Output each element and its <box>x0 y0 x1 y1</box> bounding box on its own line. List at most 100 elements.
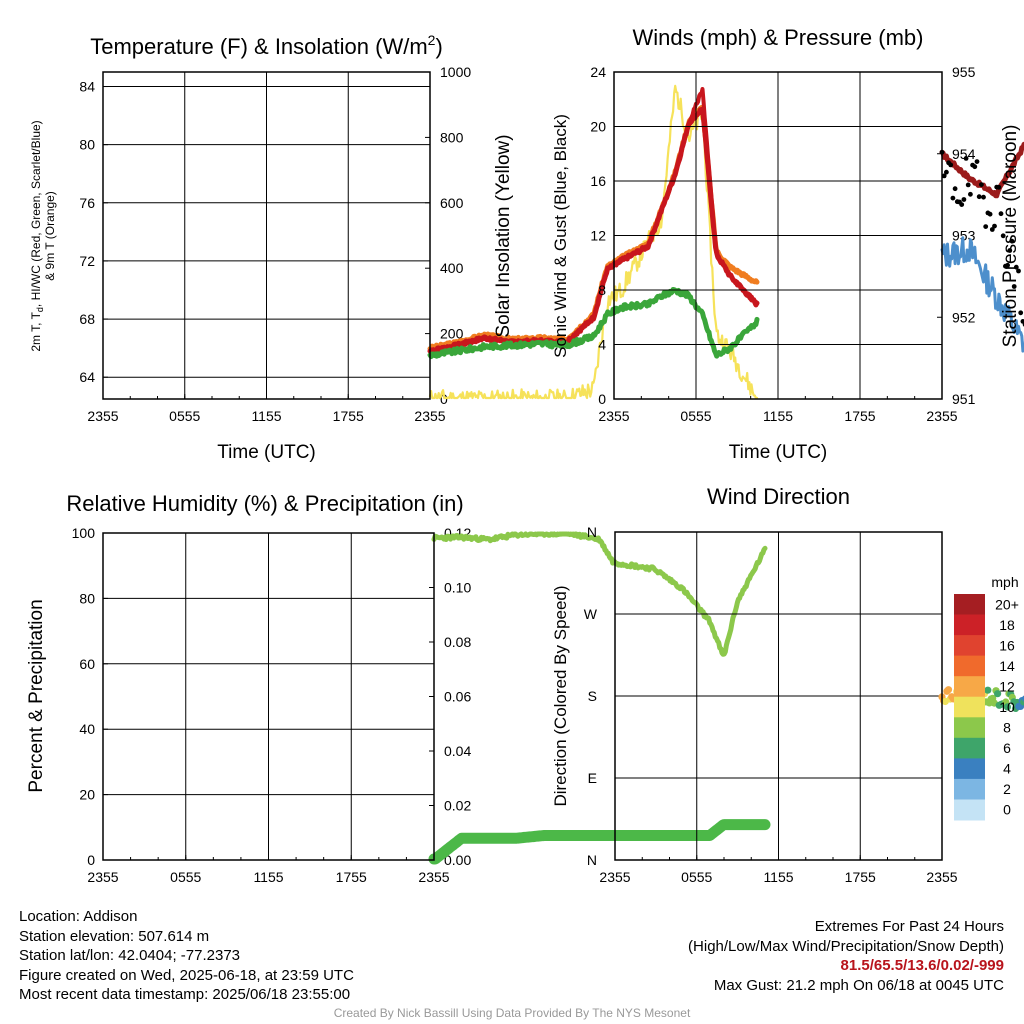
wind-y2-tick-label: 951 <box>952 391 976 407</box>
rh-y2-tick-label: 0.04 <box>444 743 471 759</box>
legend-label: 10 <box>999 699 1015 715</box>
gust-point <box>944 169 949 175</box>
rh-x-tick-label: 1755 <box>336 869 367 885</box>
wind-x-tick-label: 0555 <box>680 408 711 424</box>
wind-direction-point <box>984 686 992 694</box>
legend-label: 14 <box>999 658 1015 674</box>
dir-x-tick-label: 2355 <box>599 869 630 885</box>
temp-x-tick-label: 2355 <box>87 408 118 424</box>
wind-y2-tick-label: 955 <box>952 64 976 80</box>
wind-x-tick-label: 2355 <box>598 408 629 424</box>
wind-x-tick-label: 1155 <box>763 408 793 424</box>
temp-x-tick-label: 2355 <box>414 408 445 424</box>
recent-timestamp: Most recent data timestamp: 2025/06/18 2… <box>19 986 351 1003</box>
temp-x-tick-label: 0555 <box>169 408 200 424</box>
dir-x-tick-label: 2355 <box>926 869 957 885</box>
station-info: Location: Addison Station elevation: 507… <box>19 907 354 1005</box>
gust-point <box>1009 238 1015 244</box>
y-axis-label: Percent & Precipitation <box>26 599 47 792</box>
y-axis-label: Direction (Colored By Speed) <box>551 585 570 806</box>
gust-point <box>1013 264 1019 270</box>
temp-y2-tick-label: 800 <box>440 129 464 145</box>
dir-y-tick-label: E <box>588 770 597 786</box>
humidity-precip-chart: Relative Humidity (%) & Precipitation (i… <box>26 491 771 885</box>
temp-y2-tick-label: 400 <box>440 260 464 276</box>
gust-point <box>1018 310 1024 316</box>
wind-y-tick-label: 4 <box>598 337 606 353</box>
figure-created: Figure created on Wed, 2025-06-18, at 23… <box>19 966 354 984</box>
rh-y-tick-label: 60 <box>79 656 95 672</box>
legend-label: 6 <box>1003 740 1011 756</box>
legend-swatch <box>954 635 985 657</box>
precipitation-line <box>428 819 771 865</box>
wind-y-tick-label: 12 <box>590 228 606 244</box>
gust-point <box>972 164 978 170</box>
rh-x-tick-label: 2355 <box>418 869 449 885</box>
x-axis-label: Time (UTC) <box>217 442 316 463</box>
dir-y-tick-label: N <box>587 852 597 868</box>
gust-point <box>965 182 971 188</box>
chart-title: Relative Humidity (%) & Precipitation (i… <box>66 491 463 516</box>
dir-plot-frame <box>614 531 943 861</box>
station-latlon: Station lat/lon: 42.0404; -77.2373 <box>19 947 241 964</box>
legend-swatch <box>954 799 985 821</box>
wind-direction-point <box>944 686 953 694</box>
wind-direction-point <box>994 690 1002 698</box>
dir-x-tick-label: 1155 <box>763 869 793 885</box>
sonic-wind-line <box>940 236 1024 353</box>
gust-point <box>987 211 993 217</box>
legend-swatch <box>954 676 985 698</box>
chart-title: Wind Direction <box>707 484 850 509</box>
chart-title: Winds (mph) & Pressure (mb) <box>633 25 924 50</box>
legend-title: mph <box>991 574 1018 590</box>
temp-x-tick-label: 1155 <box>251 408 281 424</box>
extremes-subtitle: (High/Low/Max Wind/Precipitation/Snow De… <box>688 937 1004 955</box>
dir-y-tick-label: S <box>588 688 597 704</box>
gust-point <box>998 211 1004 217</box>
extremes-info: Extremes For Past 24 Hours (High/Low/Max… <box>688 917 1004 995</box>
pressure-line <box>939 141 1024 199</box>
rh-x-tick-label: 0555 <box>170 869 201 885</box>
gust-point <box>950 195 956 201</box>
gust-point <box>992 223 997 229</box>
temp-y-tick-label: 84 <box>79 79 95 95</box>
credit-line: Created By Nick Bassill Using Data Provi… <box>333 1006 691 1020</box>
legend-swatch <box>954 778 985 800</box>
dir-x-tick-label: 1755 <box>845 869 876 885</box>
rh-x-tick-label: 1155 <box>253 869 283 885</box>
temp-y-tick-label: 80 <box>79 137 95 153</box>
rh-y2-tick-label: 0.10 <box>444 580 471 596</box>
temp-x-tick-label: 1755 <box>333 408 364 424</box>
gust-point <box>1005 262 1010 268</box>
gust-point <box>941 173 947 179</box>
wind-y2-tick-label: 952 <box>952 309 976 325</box>
gust-point <box>961 197 967 202</box>
legend-label: 2 <box>1003 781 1011 797</box>
rh-y-tick-label: 0 <box>87 852 95 868</box>
x-axis-label: Time (UTC) <box>729 442 828 463</box>
dir-y-tick-label: N <box>587 524 597 540</box>
legend-label: 18 <box>999 617 1015 633</box>
legend-swatch <box>954 717 985 739</box>
legend-swatch <box>954 737 985 759</box>
rh-x-tick-label: 2355 <box>87 869 118 885</box>
gust-point <box>989 227 995 232</box>
rh-y2-tick-label: 0.06 <box>444 689 471 705</box>
temperature-line <box>427 106 760 355</box>
gust-point <box>976 194 982 200</box>
rh-y-tick-label: 80 <box>79 590 95 606</box>
legend-label: 4 <box>1003 761 1011 777</box>
gust-point <box>979 182 984 188</box>
rh-y-tick-label: 40 <box>79 721 95 737</box>
temp-y-tick-label: 76 <box>79 195 95 211</box>
dir-x-tick-label: 0555 <box>681 869 712 885</box>
wind-y-tick-label: 16 <box>590 173 606 189</box>
y2-axis-label: Station Pressure (Maroon) <box>1000 125 1021 348</box>
temp-y2-tick-label: 1000 <box>440 64 471 80</box>
gust-point <box>974 159 980 165</box>
y-axis-label: Sonic Wind & Gust (Blue, Black) <box>551 114 570 358</box>
wind-x-tick-label: 1755 <box>844 408 875 424</box>
gust-point <box>1016 268 1021 274</box>
wind-plot-frame <box>613 71 943 400</box>
